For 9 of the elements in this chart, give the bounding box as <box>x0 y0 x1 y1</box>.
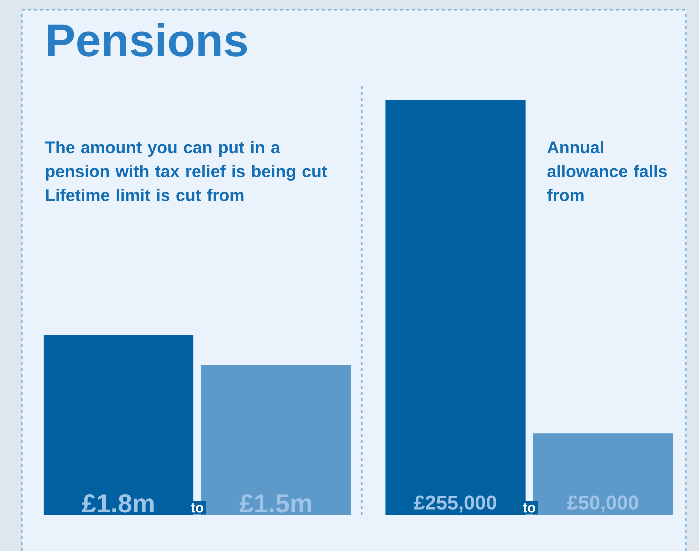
text: The amount you can put in a pension with tax relief is being cut Lifetime limit is cut from <box>45 141 328 202</box>
annotation: Annual allowance falls from <box>548 141 667 202</box>
data-label: £1.8m <box>82 494 154 513</box>
annotation: to <box>191 504 204 513</box>
data-label: £50,000 <box>567 496 638 513</box>
data-label: £1.5m <box>240 494 312 513</box>
annotation: to <box>523 504 536 513</box>
chart-title: Pensions <box>48 23 248 57</box>
data-label: £255,000 <box>414 496 496 513</box>
